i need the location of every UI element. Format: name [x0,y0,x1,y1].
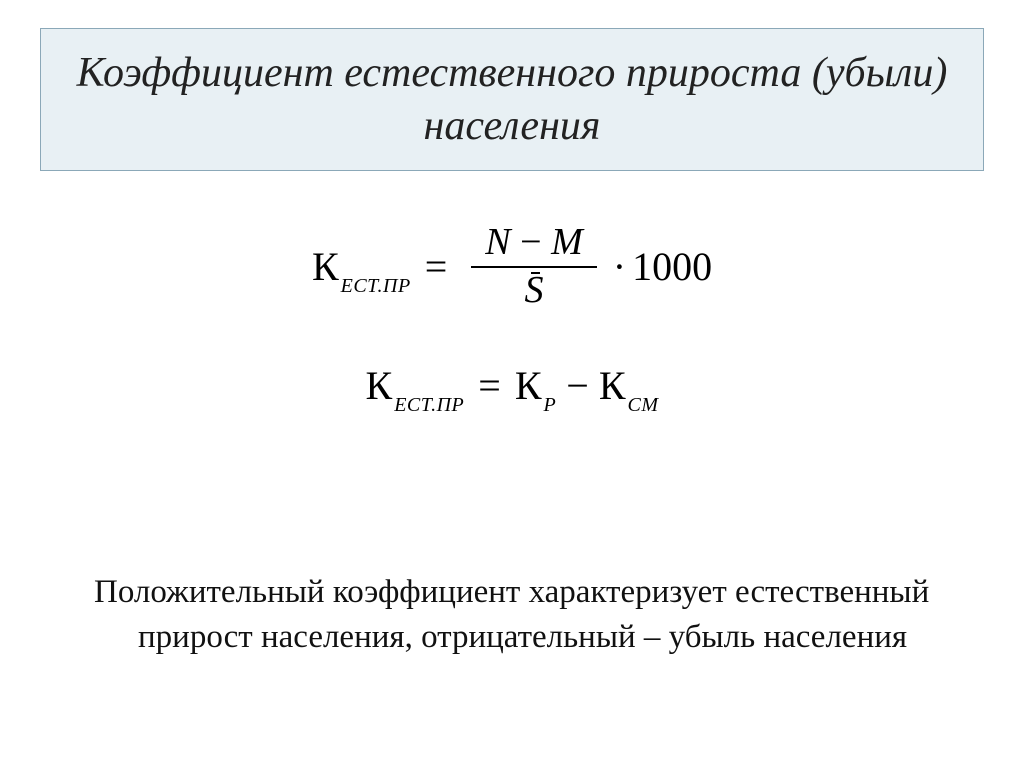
f2-term2-main: К [599,362,626,409]
f2-term1: К Р [515,362,556,409]
f1-mul: · [613,243,626,290]
f2-term1-main: К [515,362,542,409]
slide-title: Коэффициент естественного прироста (убыл… [61,47,963,152]
f1-lhs-main: К [312,243,339,290]
f1-num-op: − [520,221,541,263]
f2-minus: − [566,362,589,409]
f1-eq: = [425,243,448,290]
formula-area: К ЕСТ.ПР = N − M S · 1000 К ЕСТ.ПР = К Р [0,220,1024,409]
f2-lhs-main: К [366,362,393,409]
formula-2: К ЕСТ.ПР = К Р − К СМ [366,362,659,409]
formula-1: К ЕСТ.ПР = N − M S · 1000 [312,220,712,314]
body-paragraph: Положительный коэффициент характеризует … [50,570,954,659]
f2-term1-sub: Р [544,394,557,417]
f1-lhs: К ЕСТ.ПР [312,243,411,290]
f2-term2: К СМ [599,362,659,409]
f2-lhs: К ЕСТ.ПР [366,362,465,409]
f1-factor: 1000 [632,243,712,290]
f1-num-right: M [551,221,583,263]
f2-eq: = [478,362,501,409]
f2-lhs-sub: ЕСТ.ПР [394,394,464,417]
f1-num-left: N [485,221,510,263]
f1-numerator: N − M [471,220,596,266]
f1-denominator: S [511,268,558,314]
body-text-block: Положительный коэффициент характеризует … [50,570,954,659]
f1-lhs-sub: ЕСТ.ПР [341,275,411,298]
f1-fraction: N − M S [471,220,596,314]
f1-den-s: S [525,270,544,312]
title-box: Коэффициент естественного прироста (убыл… [40,28,984,171]
f2-term2-sub: СМ [628,394,659,417]
